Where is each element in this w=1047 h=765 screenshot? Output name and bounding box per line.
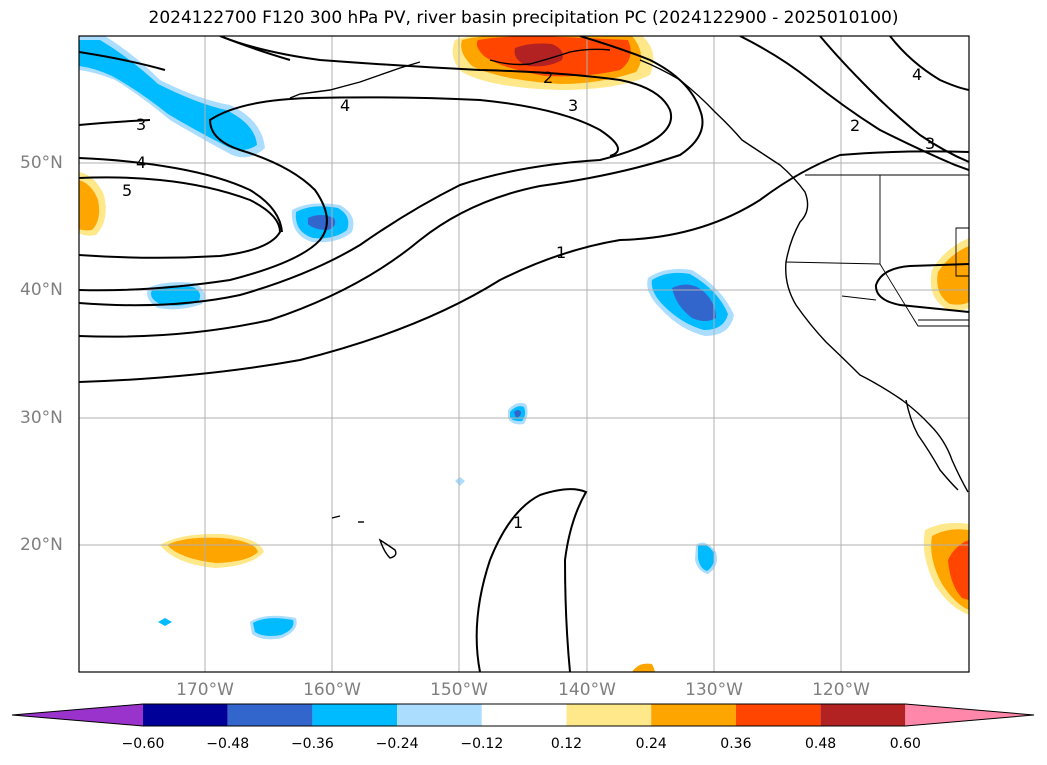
contour-label: 5 [122, 181, 132, 200]
colorbar-tick-label: −0.60 [121, 736, 165, 752]
contour-label: 3 [568, 96, 578, 115]
lon-label: 130°W [685, 680, 743, 700]
contour-label: 2 [850, 116, 860, 135]
colorbar-extend-high [905, 704, 1034, 726]
colorbar-segment [651, 704, 736, 726]
colorbar-segment [820, 704, 906, 726]
contour-label: 4 [912, 65, 922, 84]
colorbar-tick-label: −0.12 [460, 736, 504, 752]
map-frame [78, 35, 970, 673]
colorbar-segment [397, 704, 482, 726]
contour-labels: 2 3 4 4 3 4 5 1 1 2 3 [122, 65, 935, 532]
pv-contours [79, 36, 969, 672]
lon-label: 160°W [303, 680, 361, 700]
contour-label: 4 [340, 96, 350, 115]
lat-label: 40°N [20, 280, 63, 300]
contour-label: 3 [136, 115, 146, 134]
colorbar-outline [11, 703, 1035, 727]
contour-label: 4 [136, 153, 146, 172]
colorbar-tick-label: 0.36 [720, 736, 752, 752]
lat-label: 30°N [20, 408, 63, 428]
lon-label: 140°W [558, 680, 616, 700]
colorbar-segment [566, 704, 652, 726]
colorbar-segment [312, 704, 398, 726]
colorbar-tick-label: −0.48 [206, 736, 250, 752]
colorbar-segment [481, 704, 567, 726]
lon-label: 170°W [176, 680, 234, 700]
colorbar-segment [735, 704, 821, 726]
contour-label: 3 [925, 134, 935, 153]
colorbar-tick-label: 0.12 [550, 736, 583, 752]
colorbar-tick-label: 0.60 [889, 736, 921, 752]
colorbar-tick-label: −0.36 [290, 736, 334, 752]
colorbar-tick-label: 0.24 [635, 736, 667, 752]
colorbar-extend-low [12, 704, 143, 726]
colorbar-segment [143, 704, 228, 726]
colorbar-tick-label: 0.48 [805, 736, 837, 752]
colorbar [11, 703, 1035, 727]
contour-label: 2 [543, 68, 553, 87]
lon-label: 120°W [812, 680, 870, 700]
lat-label: 50°N [20, 153, 63, 173]
contour-label: 1 [513, 513, 523, 532]
map-title: 2024122700 F120 300 hPa PV, river basin … [148, 8, 899, 28]
contour-label: 1 [556, 243, 566, 262]
colorbar-tick-label: −0.24 [375, 736, 419, 752]
colorbar-segment [227, 704, 313, 726]
lat-label: 20°N [20, 535, 63, 555]
lon-label: 150°W [430, 680, 488, 700]
